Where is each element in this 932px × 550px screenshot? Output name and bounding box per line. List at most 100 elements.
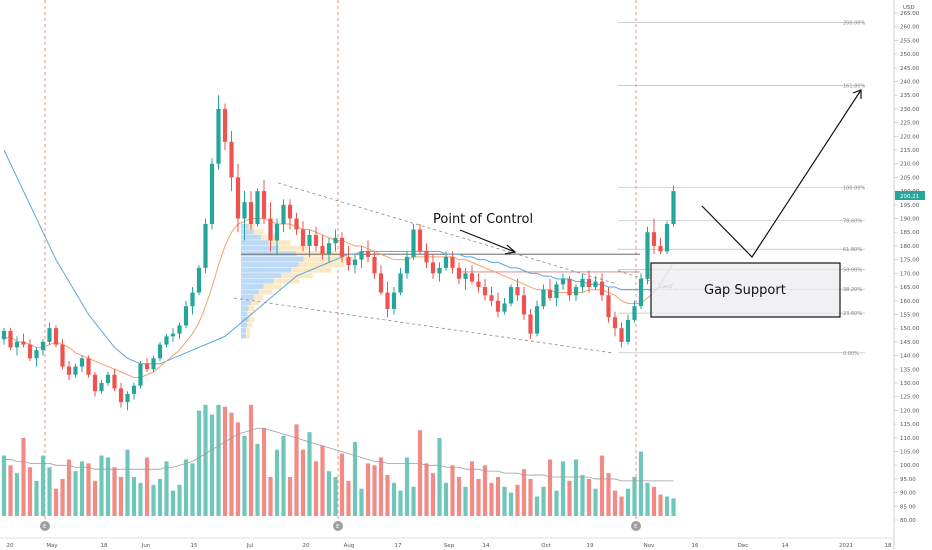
volume-profile-bar-up <box>241 295 254 301</box>
candle-body <box>157 344 163 359</box>
volume-profile-bar-up <box>241 273 281 279</box>
volume-bar <box>34 480 39 516</box>
volume-profile-bar-up <box>241 267 291 273</box>
candle-body <box>222 108 228 142</box>
volume-bar <box>164 461 169 516</box>
volume-profile-bar-up <box>241 284 264 290</box>
projection-path <box>701 89 862 258</box>
poc-arrow <box>459 229 517 255</box>
volume-bar <box>619 496 624 516</box>
time-tick-label: 20 <box>303 543 310 549</box>
price-axis[interactable]: USD 265.00 260.00 255.00 250.00 245.00 240.00… <box>893 0 932 550</box>
volume-profile-bar-up <box>241 245 279 251</box>
candle-body <box>508 287 514 304</box>
volume-bar <box>112 467 117 516</box>
volume-bar <box>294 424 299 516</box>
volume-bars <box>1 404 676 516</box>
volume-bar <box>66 459 72 516</box>
volume-bar <box>560 461 566 516</box>
candle-body <box>417 229 423 252</box>
volume-bar <box>528 478 533 516</box>
candle-body <box>424 251 429 263</box>
candle-body <box>229 141 234 178</box>
volume-bar <box>450 465 455 516</box>
time-axis[interactable]: 20 May 18 Jun 15 Jul 20 Aug 17 Sep 14 Oct 19 Nov 16 Dec… <box>0 537 894 549</box>
time-tick-label: May <box>46 543 58 549</box>
candle-body <box>359 251 364 260</box>
candle-body <box>40 341 46 351</box>
candle-body <box>287 204 293 219</box>
candle-body <box>27 344 33 359</box>
candle-body <box>307 234 312 246</box>
volume-profile-bar-down <box>258 289 273 295</box>
candle-body <box>105 374 111 383</box>
price-tick-label: 170.00 <box>900 271 920 277</box>
volume-bar <box>658 494 663 516</box>
price-tick-label: 195.00 <box>900 203 920 209</box>
candle-body <box>365 251 371 257</box>
volume-bar <box>320 445 325 516</box>
volume-bar <box>489 482 494 516</box>
volume-profile-bar-up <box>241 256 304 262</box>
candle-body <box>209 163 215 225</box>
candle-body <box>66 366 72 375</box>
volume-bar <box>14 473 20 516</box>
price-tick-label: 95.00 <box>900 477 916 483</box>
volume-bar <box>196 410 202 516</box>
candle-body <box>586 278 592 288</box>
candle-body <box>47 328 52 342</box>
volume-bar <box>515 484 520 516</box>
price-tick-label: 240.00 <box>900 80 920 86</box>
price-tick-label: 90.00 <box>900 491 916 497</box>
time-tick-label: Jul <box>246 543 254 549</box>
volume-bar <box>8 465 13 516</box>
candle-body <box>151 358 156 370</box>
volume-bar <box>547 459 553 516</box>
candle-body <box>112 374 117 389</box>
volume-bar <box>456 477 462 516</box>
volume-bar <box>664 496 670 516</box>
volume-bar <box>476 478 481 516</box>
candle-body <box>463 273 468 279</box>
price-tick-label: 120.00 <box>900 408 920 414</box>
candle-body <box>658 245 663 252</box>
volume-bar <box>502 486 507 516</box>
candle-body <box>404 256 410 274</box>
volume-bar <box>625 488 631 516</box>
volume-bar <box>255 443 260 516</box>
volume-profile-bar-down <box>251 300 259 306</box>
earnings-marker-label: E <box>43 524 47 530</box>
volume-profile-bar-down <box>246 327 250 333</box>
volume-bar <box>554 490 559 516</box>
earnings-marker <box>333 521 343 531</box>
gap-support-box[interactable] <box>650 262 841 318</box>
volume-bar <box>586 478 592 516</box>
volume-bar <box>599 455 605 516</box>
price-tick-label: 255.00 <box>900 38 920 44</box>
time-tick-label: 14 <box>782 543 789 549</box>
candle-body <box>1 330 7 340</box>
volume-bar <box>326 471 332 516</box>
time-tick-label: Oct <box>541 543 551 549</box>
price-tick-label: 265.00 <box>900 11 920 17</box>
volume-bar <box>593 488 598 516</box>
volume-bar <box>138 482 143 516</box>
candle-body <box>638 278 644 307</box>
gap-support-label: Gap Support <box>704 283 786 298</box>
volume-profile-bar-down <box>298 262 345 268</box>
volume-bar <box>131 477 137 516</box>
volume-bar <box>177 484 182 516</box>
volume-bar <box>333 477 338 516</box>
candle-body <box>443 256 449 268</box>
candle-body <box>664 224 670 252</box>
candle-body <box>326 243 332 255</box>
volume-bar <box>365 463 371 516</box>
candle-body <box>567 278 572 296</box>
time-tick-label: 20 <box>7 543 14 549</box>
candle-body <box>430 262 436 274</box>
price-tick-label: 105.00 <box>900 449 920 455</box>
annotations: Gap Support Point of Control <box>433 89 862 318</box>
volume-bar <box>495 477 501 516</box>
volume-bar <box>430 473 436 516</box>
